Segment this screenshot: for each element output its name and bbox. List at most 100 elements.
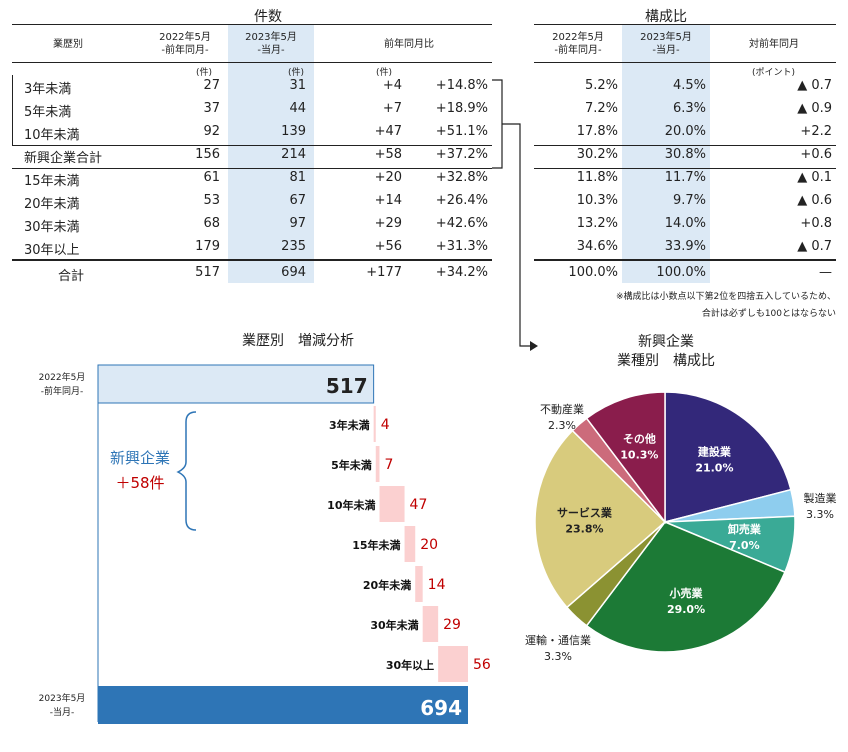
row-share-yoy: ▲ 0.7 <box>797 239 832 254</box>
total-curr: 694 <box>281 265 306 280</box>
waterfall-start-value: 517 <box>326 374 368 398</box>
row-share-curr: 4.5% <box>672 78 706 93</box>
pie-slice-value: 2.3% <box>548 419 576 432</box>
total-label: 合計 <box>58 269 85 284</box>
right-table-top-rule <box>534 24 836 25</box>
row-prev-count: 68 <box>203 216 220 231</box>
unit-curr: (件) <box>288 68 305 78</box>
waterfall-step-bar <box>379 486 405 522</box>
row-diff: +4 <box>382 78 402 93</box>
row-share-curr: 9.7% <box>672 193 706 208</box>
total-pct: +34.2% <box>435 265 488 280</box>
waterfall-step-label: 15年未満 <box>352 538 400 552</box>
row-pct: +32.8% <box>435 170 488 185</box>
subtotal-bracket <box>492 79 503 169</box>
row-curr-count: 214 <box>281 147 306 162</box>
unit-diff: (件) <box>376 68 393 78</box>
row-share-prev: 7.2% <box>584 101 618 116</box>
row-pct: +26.4% <box>435 193 488 208</box>
row-curr-count: 97 <box>289 216 306 231</box>
startup-box-left <box>12 75 13 145</box>
waterfall-step-label: 30年以上 <box>386 658 434 672</box>
row-prev-count: 61 <box>203 170 220 185</box>
row-pct: +37.2% <box>435 147 488 162</box>
note-line-2: 合計は必ずしも100とはならない <box>701 309 836 319</box>
waterfall-step-bar <box>422 606 439 642</box>
right-subtotal-rule-top <box>534 145 836 146</box>
pie-slice-label: その他 <box>623 432 656 446</box>
row-diff: +7 <box>382 101 402 116</box>
row-share-prev: 34.6% <box>576 239 618 254</box>
waterfall-start-bar <box>97 364 375 404</box>
row-share-prev: 5.2% <box>584 78 618 93</box>
right-header-curr: 2023年5月 -当月- <box>640 32 692 56</box>
row-label: 10年未満 <box>24 128 80 143</box>
right-header-prev: 2022年5月 -前年同月- <box>552 32 604 56</box>
pie-slice <box>534 429 667 609</box>
row-pct: +18.9% <box>435 101 488 116</box>
row-prev-count: 179 <box>195 239 220 254</box>
row-share-yoy: ▲ 0.1 <box>797 170 832 185</box>
waterfall-end-value: 694 <box>420 696 462 720</box>
pie-slice-value: 10.3% <box>620 449 658 462</box>
waterfall-end-label: 2023年5月 <box>39 692 86 704</box>
right-table-title: 構成比 <box>645 9 687 25</box>
waterfall-step-bar <box>375 446 380 482</box>
waterfall-start-label: 2022年5月 <box>39 371 86 383</box>
pie-chart: 建設業 21.0% 製造業 3.3% 卸売業 7.0% 小売業 29.0% 運輸・通信業 3.3%… <box>525 391 837 663</box>
row-share-prev: 17.8% <box>576 124 618 139</box>
connector-svg <box>492 79 538 351</box>
waterfall-end-sublabel: -当月- <box>50 706 75 718</box>
row-share-yoy: ▲ 0.9 <box>797 101 832 116</box>
pie-title: 新興企業 業種別 構成比 <box>617 334 715 369</box>
pie-slice-value: 7.0% <box>729 539 760 552</box>
row-prev-count: 92 <box>203 124 220 139</box>
waterfall-step-value: 14 <box>428 577 446 593</box>
row-prev-count: 37 <box>203 101 220 116</box>
startup-brace <box>176 411 197 531</box>
startup-subtotal-rule-top <box>12 145 492 146</box>
left-header-rule <box>12 62 492 63</box>
pie-slice <box>585 391 666 525</box>
pie-connector-line <box>502 123 530 347</box>
left-table-top-rule <box>12 24 492 25</box>
row-curr-count: 139 <box>281 124 306 139</box>
pie-slice-label: 製造業 <box>804 491 837 505</box>
total-rule <box>12 259 492 261</box>
row-diff: +58 <box>374 147 402 162</box>
row-share-curr: 6.3% <box>672 101 706 116</box>
row-share-prev: 13.2% <box>576 216 618 231</box>
row-curr-count: 235 <box>281 239 306 254</box>
right-current-highlight <box>622 25 710 283</box>
row-label: 30年未満 <box>24 220 80 235</box>
waterfall-step-bar <box>415 566 423 602</box>
row-pct: +14.8% <box>435 78 488 93</box>
waterfall-start-sublabel: -前年同月- <box>41 385 84 397</box>
row-curr-count: 81 <box>289 170 306 185</box>
row-diff: +20 <box>374 170 402 185</box>
row-curr-count: 31 <box>289 78 306 93</box>
waterfall-step-label: 20年未満 <box>363 578 411 592</box>
waterfall-step-label: 3年未満 <box>329 418 370 432</box>
row-curr-count: 67 <box>289 193 306 208</box>
row-share-curr: 33.9% <box>664 239 706 254</box>
pie-slice-label: 卸売業 <box>728 522 762 536</box>
row-label: 30年以上 <box>24 243 80 258</box>
total-share-curr: 100.0% <box>656 265 706 280</box>
waterfall-step-bar <box>404 526 416 562</box>
waterfall-chart: 517 2022年5月 -前年同月- 3年未満 4 5年未満 7 10年未満 47 15年未満 20… <box>39 364 491 724</box>
waterfall-step-label: 10年未満 <box>327 498 375 512</box>
waterfall-step-value: 20 <box>420 537 438 553</box>
pie-slice-value: 29.0% <box>667 603 705 616</box>
row-share-yoy: +0.6 <box>800 147 832 162</box>
row-share-yoy: ▲ 0.6 <box>797 193 832 208</box>
row-prev-count: 27 <box>203 78 220 93</box>
waterfall-step-value: 4 <box>381 417 390 433</box>
row-label: 新興企業合計 <box>24 151 103 166</box>
row-share-curr: 20.0% <box>664 124 706 139</box>
row-pct: +42.6% <box>435 216 488 231</box>
row-diff: +47 <box>374 124 402 139</box>
header-category: 業歴別 <box>53 39 83 50</box>
row-label: 15年未満 <box>24 174 80 189</box>
row-label: 3年未満 <box>24 82 72 97</box>
